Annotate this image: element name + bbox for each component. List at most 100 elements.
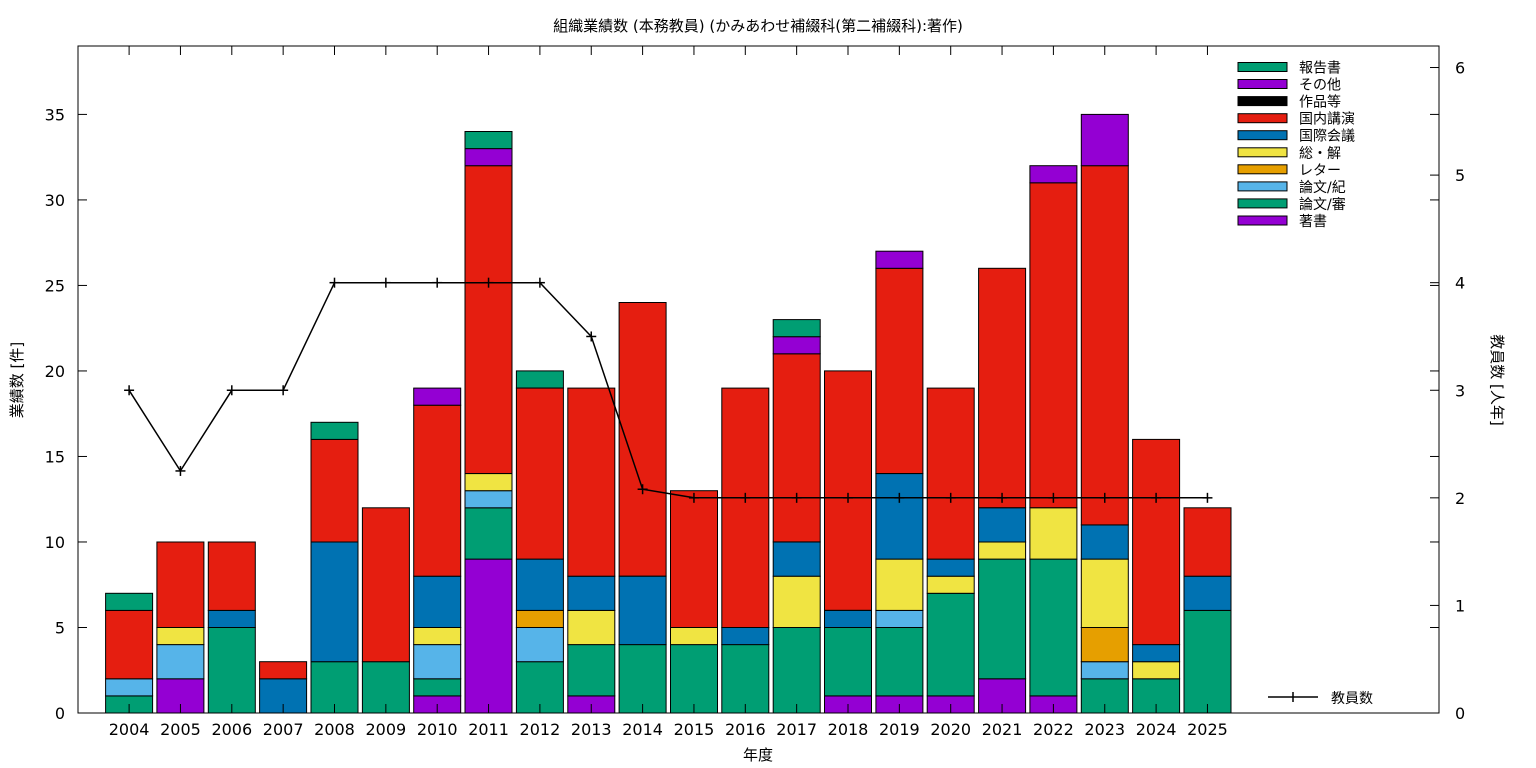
y2-tick-label: 0: [1455, 704, 1465, 723]
bar-segment-2015-1: [670, 644, 718, 714]
bar-segment-2016-5: [721, 627, 770, 646]
bar-segment-2019-5: [875, 473, 924, 560]
x-tick-label: 2020: [930, 720, 971, 739]
teacher-count-point: [894, 492, 905, 503]
x-tick-label: 2017: [776, 720, 817, 739]
legend-label: 論文/紀: [1299, 180, 1346, 196]
bar-segment-2013-5: [567, 575, 616, 611]
bar-segment-2012-5: [515, 558, 564, 611]
y-tick-label: 25: [45, 276, 65, 295]
teacher-count-point: [483, 277, 494, 288]
y2-axis-label: 教員数 [人年]: [1488, 334, 1506, 425]
bar-segment-2022-4: [1029, 507, 1078, 560]
chart-title: 組織業績数 (本務教員) (かみあわせ補綴科(第二補綴科):著作): [553, 17, 963, 35]
bar-segment-2004-9: [105, 592, 154, 611]
legend-swatch-5: [1237, 130, 1288, 141]
teacher-count-point: [380, 277, 391, 288]
legend-swatch-2: [1237, 181, 1288, 192]
x-tick-label: 2024: [1136, 720, 1177, 739]
teacher-count-point: [637, 484, 648, 495]
y-axis-label: 業績数 [件]: [8, 342, 26, 418]
teacher-count-point: [1151, 492, 1162, 503]
teacher-count-point: [278, 385, 289, 396]
bar-segment-2024-5: [1132, 644, 1181, 663]
bar-segment-2006-1: [207, 627, 256, 714]
bar-segment-2022-8: [1029, 165, 1078, 184]
x-tick-label: 2019: [879, 720, 920, 739]
y-tick-label: 5: [55, 618, 65, 637]
bar-segment-2018-6: [824, 370, 872, 611]
bar-segment-2025-6: [1183, 507, 1232, 577]
bar-segment-2021-4: [978, 541, 1027, 560]
legend-label: 報告書: [1299, 61, 1341, 77]
line-legend: 教員数: [1268, 691, 1373, 707]
teacher-count-point: [226, 385, 237, 396]
bar-segment-2023-3: [1080, 627, 1129, 663]
legend-swatch-7: [1237, 96, 1288, 107]
bar-segment-2019-4: [875, 558, 924, 611]
teacher-count-point: [1099, 492, 1110, 503]
bar-segment-2019-8: [875, 250, 924, 269]
x-tick-label: 2011: [468, 720, 509, 739]
bar-segment-2004-2: [105, 678, 154, 697]
legend-swatch-3: [1237, 164, 1288, 175]
bar-segment-2011-1: [464, 507, 513, 560]
teacher-count-point: [997, 492, 1008, 503]
bar-segment-2010-1: [413, 678, 462, 697]
legend-swatch-4: [1237, 147, 1288, 158]
teacher-count-point: [534, 277, 545, 288]
bar-segment-2018-1: [824, 627, 872, 697]
legend-swatch-6: [1237, 113, 1288, 124]
bar-segment-2017-1: [772, 627, 821, 714]
y2-tick-label: 3: [1455, 381, 1465, 400]
teacher-count-point: [175, 465, 186, 476]
y2-tick-label: 2: [1455, 489, 1465, 508]
bar-segment-2017-8: [772, 336, 821, 355]
bar-segment-2020-5: [926, 558, 975, 577]
bar-segment-2014-1: [618, 644, 667, 714]
bar-segment-2011-6: [464, 165, 513, 474]
legend-label: 国際会議: [1299, 128, 1355, 145]
bar-segment-2023-6: [1080, 165, 1129, 526]
y2-tick-label: 1: [1455, 596, 1465, 615]
teacher-count-point: [329, 277, 340, 288]
legend-label: 国内講演: [1299, 112, 1355, 128]
x-tick-label: 2007: [263, 720, 304, 739]
bar-segment-2012-2: [515, 627, 564, 663]
bar-segment-2024-4: [1132, 661, 1181, 680]
y-tick-label: 10: [45, 533, 65, 552]
x-tick-label: 2022: [1033, 720, 1074, 739]
teacher-count-point: [1048, 492, 1059, 503]
bar-segment-2014-5: [618, 575, 667, 646]
x-tick-label: 2015: [674, 720, 715, 739]
teacher-count-point: [688, 492, 699, 503]
bar-segment-2018-5: [824, 609, 872, 629]
x-axis-label: 年度: [743, 746, 773, 764]
bar-segment-2013-4: [567, 609, 616, 646]
x-tick-label: 2021: [982, 720, 1023, 739]
bar-segment-2022-1: [1029, 558, 1078, 697]
x-tick-label: 2025: [1187, 720, 1228, 739]
y-tick-label: 0: [55, 704, 65, 723]
bar-segment-2011-8: [464, 148, 513, 167]
bar-segment-2004-6: [105, 609, 154, 680]
bar-segment-2019-1: [875, 627, 924, 697]
bars-layer: [105, 113, 1232, 714]
line-legend-label: 教員数: [1331, 691, 1373, 707]
bar-segment-2023-2: [1080, 661, 1129, 680]
bar-segment-2009-6: [361, 507, 410, 663]
x-tick-label: 2013: [571, 720, 612, 739]
bar-segment-2025-5: [1183, 575, 1232, 611]
bar-segment-2006-5: [207, 609, 256, 629]
bar-segment-2012-9: [515, 370, 564, 389]
bar-segment-2011-2: [464, 490, 513, 509]
bar-segment-2010-6: [413, 404, 462, 577]
bar-segment-2005-2: [156, 644, 205, 680]
bar-segment-2016-1: [721, 644, 770, 714]
x-tick-label: 2016: [725, 720, 766, 739]
bar-segment-2019-2: [875, 609, 924, 629]
bar-segment-2024-6: [1132, 438, 1181, 646]
y-tick-label: 30: [45, 191, 65, 210]
